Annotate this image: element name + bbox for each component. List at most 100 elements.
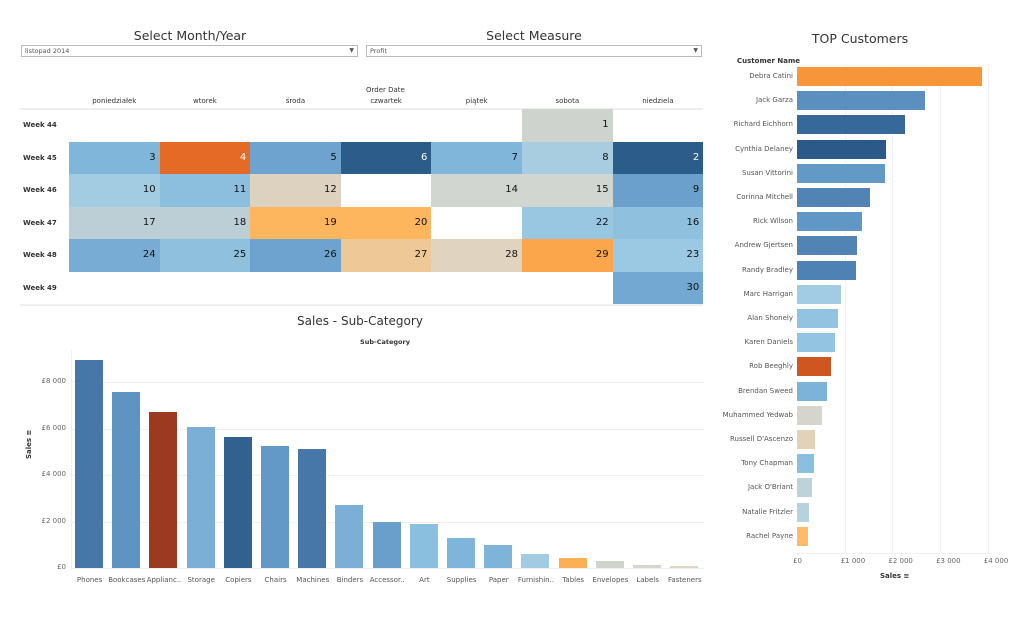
x-tick-label: Phones	[76, 576, 103, 584]
customer-bar[interactable]	[797, 526, 808, 546]
x-tick-label: Machines	[296, 576, 330, 584]
calendar-day-cell[interactable]: 16	[612, 206, 704, 239]
x-tick-label: Envelopes	[592, 576, 629, 584]
calendar-day-cell[interactable]: 20	[340, 206, 432, 239]
calendar-day-cell[interactable]: 27	[340, 239, 432, 272]
calendar-day-cell[interactable]: 25	[159, 239, 251, 272]
calendar-day-cell[interactable]: 18	[159, 206, 251, 239]
customer-bar[interactable]	[797, 236, 858, 256]
x-tick-label: Tables	[562, 576, 585, 584]
customer-name-label: Muhammed Yedwab	[722, 410, 793, 419]
subcategory-bar[interactable]	[670, 565, 699, 568]
calendar-day-cell[interactable]: 11	[159, 174, 251, 207]
x-gridline	[892, 65, 894, 553]
customer-bar[interactable]	[797, 309, 839, 328]
calendar-day-cell[interactable]: 12	[250, 174, 341, 207]
subcategory-bar[interactable]	[335, 505, 364, 568]
customer-bar[interactable]	[797, 212, 863, 232]
subcategory-bar[interactable]	[149, 412, 178, 568]
calendar-day-cell[interactable]: 3	[69, 141, 160, 174]
subcategory-bar[interactable]	[633, 564, 661, 568]
subcategory-bar[interactable]	[112, 392, 141, 568]
calendar-day-cell[interactable]: 23	[612, 239, 704, 272]
calendar-day-cell[interactable]: 4	[159, 141, 251, 174]
customer-bar[interactable]	[797, 115, 906, 135]
calendar-day-cell[interactable]: 2	[612, 141, 704, 174]
subcategory-bar[interactable]	[521, 554, 550, 568]
customer-bar[interactable]	[797, 502, 809, 522]
chevron-down-icon: ▼	[693, 47, 698, 54]
y-tick-label: £4 000	[41, 470, 67, 478]
calendar-day-cell[interactable]: 28	[431, 239, 522, 272]
calendar-day-cell[interactable]: 24	[69, 239, 160, 272]
week-label: Week 46	[23, 186, 57, 194]
customer-bar[interactable]	[797, 478, 812, 498]
y-gridline	[72, 475, 704, 476]
customer-name-header: Customer Name	[737, 57, 800, 65]
calendar-day-cell[interactable]: 22	[522, 206, 613, 239]
customer-bar[interactable]	[797, 139, 886, 159]
month-year-dropdown[interactable]: listopad 2014 ▼	[21, 45, 358, 57]
customer-bar[interactable]	[797, 430, 816, 449]
subcategory-bar[interactable]	[372, 521, 401, 568]
customer-bar[interactable]	[797, 381, 827, 401]
x-tick-label: Applianc..	[146, 576, 182, 584]
subcategory-bar[interactable]	[186, 427, 215, 568]
subcategory-bar[interactable]	[261, 445, 289, 568]
calendar-day-cell[interactable]: 8	[522, 141, 613, 174]
calendar-day-cell[interactable]: 10	[69, 174, 160, 207]
subcategory-bar[interactable]	[298, 449, 327, 568]
customer-bar[interactable]	[797, 454, 814, 474]
customer-bar[interactable]	[797, 91, 925, 111]
day-header: sobota	[555, 97, 580, 105]
calendar-day-cell[interactable]: 19	[250, 206, 341, 239]
customer-bar[interactable]	[797, 357, 832, 377]
calendar-day-cell[interactable]: 26	[250, 239, 341, 272]
calendar-day-cell[interactable]: 7	[431, 141, 522, 174]
subcategory-bar[interactable]	[558, 557, 587, 568]
customer-name-label: Rachel Payne	[746, 531, 793, 540]
subcategory-bar[interactable]	[409, 523, 438, 568]
customer-name-label: Jack O'Briant	[747, 483, 793, 492]
customer-name-label: Russell D'Ascenzo	[730, 435, 793, 443]
customer-bar[interactable]	[797, 405, 822, 425]
calendar-day-cell[interactable]: 6	[340, 141, 432, 174]
x-tick-label: £0	[793, 557, 802, 565]
customer-bar[interactable]	[797, 284, 841, 304]
calendar-day-cell[interactable]: 9	[612, 174, 704, 207]
customer-bar[interactable]	[797, 260, 857, 280]
y-gridline	[72, 568, 704, 569]
x-tick-label: Furnishin..	[517, 576, 555, 584]
x-tick-label: Labels	[636, 576, 659, 584]
x-tick-label: Paper	[488, 576, 509, 584]
calendar-day-cell[interactable]: 5	[250, 141, 341, 174]
chevron-down-icon: ▼	[349, 47, 354, 54]
customer-name-label: Brendan Sweed	[738, 386, 793, 395]
customer-bar[interactable]	[797, 333, 836, 353]
subcategory-bar[interactable]	[595, 561, 624, 568]
measure-dropdown[interactable]: Profit ▼	[366, 45, 702, 57]
subcategory-bar-chart: £0 £2 000 £4 000 £6 000 £8 000 Phones Bookcase…	[41, 350, 704, 584]
subcategory-bar[interactable]	[484, 544, 513, 568]
x-gridline	[987, 65, 989, 553]
customer-bar[interactable]	[797, 67, 983, 86]
subcategory-bar[interactable]	[447, 537, 475, 568]
subcategory-bar[interactable]	[223, 436, 252, 568]
y-gridline	[72, 382, 704, 383]
customer-name-label: Karen Daniels	[744, 338, 793, 347]
customer-bar[interactable]	[797, 163, 886, 183]
subcategory-bar[interactable]	[75, 359, 103, 568]
x-gridline	[844, 65, 846, 553]
sort-icon[interactable]: ≡	[903, 572, 910, 580]
calendar-day-cell[interactable]: 29	[522, 239, 613, 272]
calendar-day-cell[interactable]: 17	[69, 206, 160, 239]
customer-name-label: Cynthia Delaney	[735, 144, 793, 153]
measure-value: Profit	[370, 47, 387, 55]
calendar-day-cell[interactable]: 1	[522, 109, 613, 142]
calendar-day-cell[interactable]: 30	[612, 271, 704, 304]
customer-bar[interactable]	[797, 188, 870, 207]
calendar-day-cell[interactable]: 14	[431, 174, 522, 207]
day-header: środa	[285, 97, 306, 105]
calendar-day-cell[interactable]: 15	[522, 174, 613, 207]
